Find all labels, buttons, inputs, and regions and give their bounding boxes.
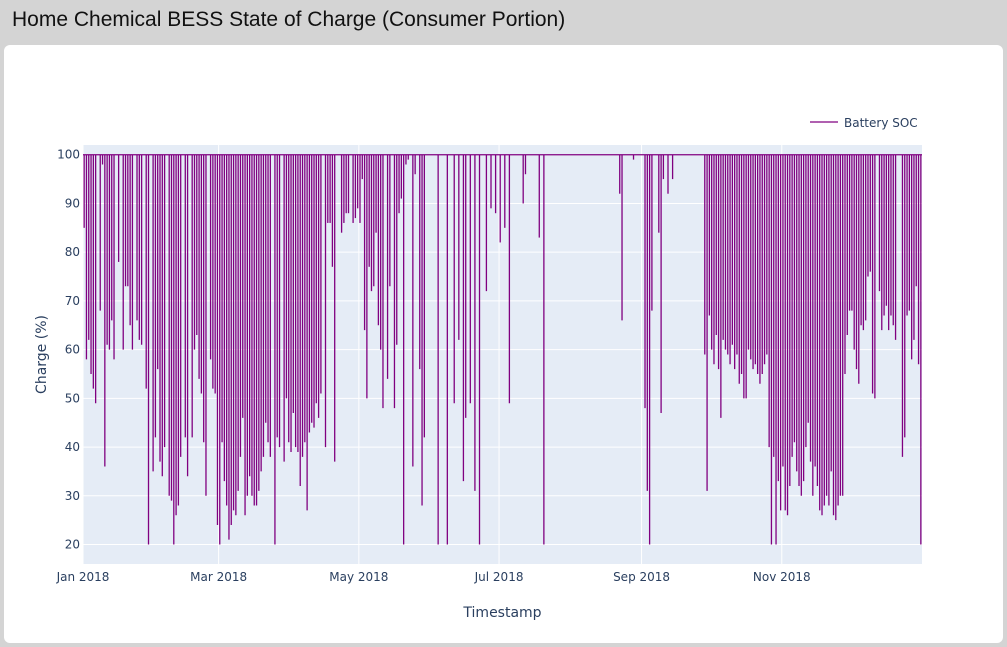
y-tick-label: 20	[65, 538, 80, 552]
y-tick-label: 60	[65, 343, 80, 357]
y-tick-label: 80	[65, 245, 80, 259]
y-tick-label: 70	[65, 294, 80, 308]
x-axis-label: Timestamp	[462, 605, 541, 621]
x-tick-label: Jul 2018	[474, 570, 524, 584]
y-tick-label: 100	[57, 148, 80, 162]
legend-label: Battery SOC	[844, 116, 918, 130]
chart-card: 20 30 40 50 60 70 80 90 100 Jan 2018 Mar 2018 May 2…	[4, 45, 1003, 643]
y-axis-label: Charge (%)	[34, 315, 50, 394]
y-tick-label: 40	[65, 440, 80, 454]
x-tick-label: Nov 2018	[753, 570, 811, 584]
panel-title: Home Chemical BESS State of Charge (Cons…	[12, 8, 566, 31]
x-tick-label: Sep 2018	[613, 570, 670, 584]
x-tick-label: Jan 2018	[56, 570, 110, 584]
y-tick-label: 30	[65, 489, 80, 503]
x-tick-label: Mar 2018	[190, 570, 247, 584]
y-tick-label: 90	[65, 196, 80, 210]
chart: 20 30 40 50 60 70 80 90 100 Jan 2018 Mar 2018 May 2…	[34, 116, 922, 621]
y-tick-label: 50	[65, 391, 80, 405]
series-battery-soc	[83, 154, 922, 545]
x-tick-label: May 2018	[329, 570, 388, 584]
